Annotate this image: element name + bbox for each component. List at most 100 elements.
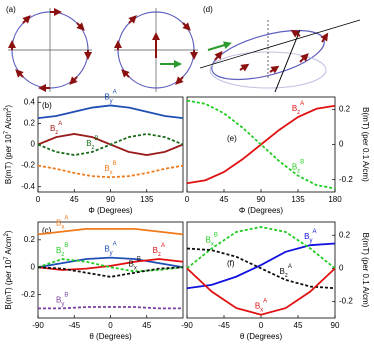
label-sup: A [64,215,68,221]
series-line [37,133,184,156]
series-label: BxB [205,232,217,247]
series-line [37,258,184,273]
label-sub: x [211,241,214,247]
y-tick-label: 0.2 [339,230,351,239]
chart-panel: -0.2 0 0.2 -90 -45 0 45 90 θ (Degrees) B(mT) (per… [181,221,370,341]
y-axis-title-part: A/cm [4,236,13,256]
y-axis-title: B(mT) (per 0.1 A/cm) [361,233,370,308]
x-tick-label: -45 [218,321,230,330]
label-sup: B [64,243,68,249]
y-tick-label: 0 [31,262,36,271]
label-base: B [292,104,297,113]
label-sub: y [309,238,312,244]
y-axis-title: B(mT) (per 107 A/cm2) [4,230,14,310]
x-tick-label: 45 [294,321,303,330]
label-sub: z [92,144,95,150]
x-tick-label: 0 [36,195,41,204]
y-axis-title-part: ) [4,105,13,108]
series-label: BzA [279,264,291,279]
series-label: BzA [292,101,304,116]
label-sub: z [61,252,64,258]
x-tick-label: 135 [140,195,154,204]
series-line [186,267,336,316]
label-base: B [50,124,55,133]
series-line [186,247,336,290]
y-tick-label: -0.4 [21,182,35,191]
diagram-a: (a) [6,5,198,92]
x-axis-title: Φ (Degrees) [239,206,284,215]
x-axis-title: θ (Degrees) [89,332,132,341]
label-base: B [279,267,284,276]
y-tick-label: 0.4 [24,97,36,106]
series-label: ByA [304,229,316,244]
series-label: BzA [50,121,62,136]
series-label: BxA [255,298,267,313]
x-axis-title: Φ (Degrees) [88,206,133,215]
x-tick-label: 0 [108,321,113,330]
label-sub: y [61,301,64,307]
label-base: B [56,219,61,228]
chart-panel: -0.4 -0.2 0 0.2 0.4 0 45 90 135 Φ (Degrees) B(mT) … [4,89,184,215]
label-base: B [56,296,61,305]
panel-label: (a) [6,5,16,14]
label-sup: B [64,292,68,298]
series-line [37,258,184,271]
y-axis-title-part: 7 [4,130,10,134]
x-tick-label: -90 [32,321,44,330]
label-base: B [255,302,260,311]
label-sup: B [95,135,99,141]
x-axis-title: θ (Degrees) [240,332,283,341]
y-tick-label: 0.2 [24,118,36,127]
label-sub: z [297,168,300,174]
diagram-d: (d) [199,5,361,93]
x-tick-label: 45 [70,195,79,204]
label-base: B [104,93,109,102]
label-base: B [86,139,91,148]
series-line [186,99,336,190]
label-sub: y [110,250,113,256]
label-sub: x [110,170,113,176]
series-label: ByA [104,241,116,256]
y-tick-label: 0.2 [24,235,36,244]
label-sub: z [297,110,300,116]
label-base: B [56,246,61,255]
y-tick-label: -0.2 [21,161,35,170]
label-sup: A [161,243,165,249]
label-sub: z [285,273,288,279]
y-axis-title-part: 2 [4,107,10,111]
series-label: ByA [104,89,116,104]
x-tick-label: 0 [185,195,190,204]
label-sup: A [288,264,292,270]
label-sup: A [312,229,316,235]
series-line [37,256,184,269]
y-axis-title: B(mT) (per 107 A/cm2) [4,105,14,185]
x-tick-label: 90 [257,195,266,204]
y-tick-label: 0 [31,140,36,149]
label-sup: B [300,159,304,165]
label-sup: B [214,232,218,238]
series-label: BzB [292,159,304,174]
y-axis-title-part: B(mT) (per 10 [4,259,13,309]
y-axis-title-part: A/cm [4,111,13,131]
label-sub: x [260,307,263,313]
x-tick-label: -45 [68,321,80,330]
y-axis-title-part: 2 [4,232,10,236]
label-sup: B [137,256,141,262]
y-axis-title-part: B(mT) (per 0.1 A/cm) [361,233,370,308]
x-tick-label: 135 [291,195,305,204]
label-sup: A [300,101,304,107]
series-label: BxA [56,215,68,230]
panel-label: (c) [42,226,52,235]
label-sup: A [58,121,62,127]
x-tick-label: 45 [220,195,229,204]
series-label: BzB [86,135,98,150]
series-line [186,226,336,270]
y-axis-title-part: ) [4,230,13,233]
x-tick-label: -90 [181,321,193,330]
label-sup: A [113,89,117,95]
series-label: BzA [153,243,165,258]
label-sub: x [134,265,137,271]
label-sup: A [113,241,117,247]
x-tick-label: 90 [331,321,340,330]
